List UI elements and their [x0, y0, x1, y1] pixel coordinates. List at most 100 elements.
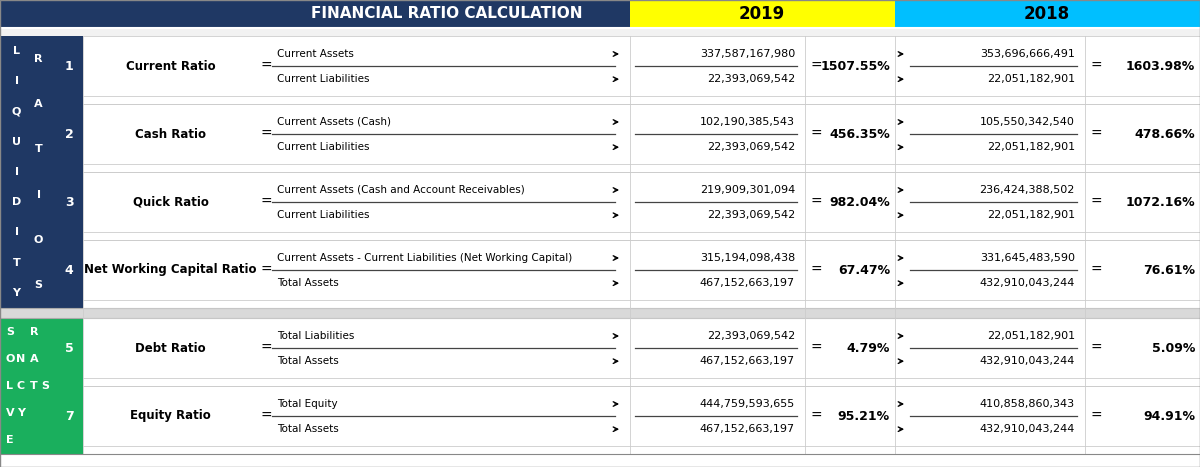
Text: =: = — [810, 263, 822, 277]
Text: Total Liabilities: Total Liabilities — [277, 331, 354, 341]
Text: T: T — [35, 144, 42, 154]
Text: Y: Y — [17, 408, 25, 418]
Text: 1507.55%: 1507.55% — [821, 59, 890, 72]
Text: A: A — [34, 99, 43, 109]
Text: Total Assets: Total Assets — [277, 356, 338, 366]
Text: =: = — [260, 59, 272, 73]
Text: =: = — [1090, 409, 1102, 423]
Text: =: = — [260, 341, 272, 355]
Text: Current Ratio: Current Ratio — [126, 59, 215, 72]
Text: Quick Ratio: Quick Ratio — [132, 196, 209, 208]
Text: 456.35%: 456.35% — [829, 127, 890, 141]
Bar — [0, 0, 1200, 28]
Text: 478.66%: 478.66% — [1134, 127, 1195, 141]
Text: 22,051,182,901: 22,051,182,901 — [986, 210, 1075, 220]
Bar — [630, 0, 895, 28]
Text: 67.47%: 67.47% — [838, 263, 890, 276]
Text: Current Assets (Cash and Account Receivables): Current Assets (Cash and Account Receiva… — [277, 185, 524, 195]
Text: Total Assets: Total Assets — [277, 424, 338, 434]
Text: Net Working Capital Ratio: Net Working Capital Ratio — [84, 263, 257, 276]
Text: 95.21%: 95.21% — [838, 410, 890, 423]
Text: I: I — [14, 76, 18, 86]
Text: =: = — [1090, 263, 1102, 277]
Text: I: I — [36, 190, 41, 200]
Text: 353,696,666,491: 353,696,666,491 — [980, 49, 1075, 59]
Bar — [0, 318, 55, 454]
Text: =: = — [260, 195, 272, 209]
Text: 432,910,043,244: 432,910,043,244 — [979, 424, 1075, 434]
Text: =: = — [1090, 195, 1102, 209]
Text: S: S — [35, 280, 42, 290]
Text: Debt Ratio: Debt Ratio — [136, 341, 206, 354]
Text: 1603.98%: 1603.98% — [1126, 59, 1195, 72]
Text: 410,858,860,343: 410,858,860,343 — [980, 399, 1075, 409]
Text: L: L — [6, 381, 13, 391]
Text: 7: 7 — [65, 410, 73, 423]
Text: =: = — [1090, 127, 1102, 141]
Text: =: = — [810, 409, 822, 423]
Text: Current Liabilities: Current Liabilities — [277, 142, 370, 152]
Text: =: = — [260, 409, 272, 423]
Text: 4: 4 — [65, 263, 73, 276]
Text: T: T — [13, 258, 20, 268]
Text: 2019: 2019 — [739, 5, 785, 23]
Bar — [895, 0, 1200, 28]
Text: D: D — [12, 197, 22, 207]
Text: U: U — [12, 137, 22, 147]
Text: 467,152,663,197: 467,152,663,197 — [700, 278, 796, 288]
Text: 5.09%: 5.09% — [1152, 341, 1195, 354]
Text: 105,550,342,540: 105,550,342,540 — [980, 117, 1075, 127]
Bar — [55, 318, 83, 454]
Text: Cash Ratio: Cash Ratio — [134, 127, 206, 141]
Text: 1: 1 — [65, 59, 73, 72]
Text: Total Assets: Total Assets — [277, 278, 338, 288]
Text: 4.79%: 4.79% — [847, 341, 890, 354]
Text: 22,051,182,901: 22,051,182,901 — [986, 142, 1075, 152]
Text: R: R — [30, 326, 38, 337]
Bar — [0, 36, 55, 308]
Text: 337,587,167,980: 337,587,167,980 — [700, 49, 796, 59]
Text: Q: Q — [12, 106, 22, 117]
Text: 467,152,663,197: 467,152,663,197 — [700, 424, 796, 434]
Text: 982.04%: 982.04% — [829, 196, 890, 208]
Text: O: O — [5, 354, 14, 364]
Bar — [0, 28, 1200, 36]
Text: 2018: 2018 — [1024, 5, 1070, 23]
Text: =: = — [260, 127, 272, 141]
Text: 1072.16%: 1072.16% — [1126, 196, 1195, 208]
Text: 315,194,098,438: 315,194,098,438 — [700, 253, 796, 263]
Bar — [55, 36, 83, 308]
Text: C: C — [17, 381, 25, 391]
Text: Current Assets (Cash): Current Assets (Cash) — [277, 117, 391, 127]
Bar — [0, 308, 1200, 318]
Text: 22,051,182,901: 22,051,182,901 — [986, 331, 1075, 341]
Text: =: = — [810, 59, 822, 73]
Text: I: I — [14, 227, 18, 237]
Text: S: S — [41, 381, 49, 391]
Text: A: A — [30, 354, 38, 364]
Text: 22,393,069,542: 22,393,069,542 — [707, 74, 796, 84]
Bar — [83, 318, 1200, 454]
Text: 102,190,385,543: 102,190,385,543 — [700, 117, 796, 127]
Text: FINANCIAL RATIO CALCULATION: FINANCIAL RATIO CALCULATION — [311, 7, 583, 21]
Text: 2: 2 — [65, 127, 73, 141]
Text: R: R — [35, 54, 43, 64]
Text: Current Assets - Current Liabilities (Net Working Capital): Current Assets - Current Liabilities (Ne… — [277, 253, 572, 263]
Text: N: N — [17, 354, 25, 364]
Text: Equity Ratio: Equity Ratio — [130, 410, 211, 423]
Text: =: = — [810, 341, 822, 355]
Text: 5: 5 — [65, 341, 73, 354]
Text: =: = — [260, 263, 272, 277]
Text: Y: Y — [12, 288, 20, 298]
Text: =: = — [810, 195, 822, 209]
Text: 22,051,182,901: 22,051,182,901 — [986, 74, 1075, 84]
Text: 467,152,663,197: 467,152,663,197 — [700, 356, 796, 366]
Text: Total Equity: Total Equity — [277, 399, 337, 409]
Text: 331,645,483,590: 331,645,483,590 — [980, 253, 1075, 263]
Text: E: E — [6, 435, 13, 446]
Bar — [83, 36, 1200, 308]
Text: 236,424,388,502: 236,424,388,502 — [979, 185, 1075, 195]
Text: Current Assets: Current Assets — [277, 49, 354, 59]
Text: 3: 3 — [65, 196, 73, 208]
Text: =: = — [810, 127, 822, 141]
